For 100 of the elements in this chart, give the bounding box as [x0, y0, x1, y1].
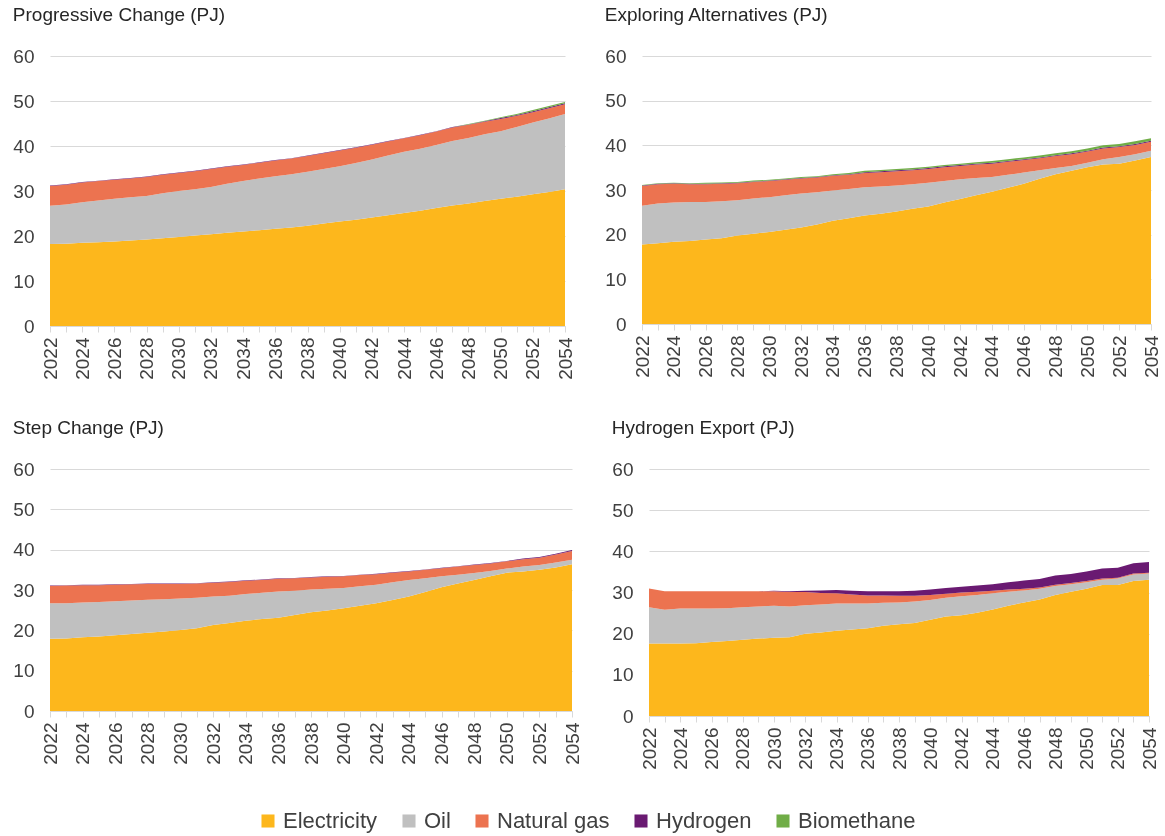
- x-tick-label: 2054: [561, 722, 583, 765]
- x-tick-label: 2046: [1013, 727, 1035, 770]
- x-tick-label: 2038: [300, 722, 322, 765]
- y-tick-label: 0: [23, 700, 35, 722]
- x-tick-label: 2030: [763, 727, 785, 770]
- x-tick-label: 2042: [361, 337, 383, 380]
- y-tick-label: 10: [13, 660, 35, 682]
- y-tick-label: 30: [13, 180, 35, 202]
- x-tick-label: 2032: [790, 335, 812, 378]
- x-tick-label: 2052: [522, 337, 544, 380]
- x-tick-label: 2040: [329, 337, 351, 380]
- x-tick-label: 2036: [267, 722, 289, 765]
- x-tick-label: 2030: [168, 337, 190, 380]
- y-tick-label: 40: [13, 539, 35, 561]
- y-tick-label: 30: [612, 582, 634, 603]
- y-tick-label: 30: [13, 579, 35, 601]
- x-tick-label: 2042: [365, 722, 387, 765]
- y-tick-label: 60: [13, 458, 35, 480]
- x-tick-label: 2042: [949, 335, 971, 378]
- y-tick-label: 10: [605, 268, 627, 290]
- x-tick-label: 2026: [103, 337, 125, 380]
- legend-label: Oil: [424, 808, 451, 833]
- y-tick-label: 40: [13, 135, 35, 157]
- x-tick-label: 2026: [104, 722, 126, 765]
- x-tick-label: 2052: [528, 722, 550, 765]
- y-tick-label: 0: [23, 315, 35, 337]
- x-tick-label: 2030: [170, 722, 191, 765]
- x-tick-label: 2050: [1076, 727, 1097, 770]
- y-tick-label: 60: [612, 458, 634, 480]
- x-tick-label: 2048: [463, 722, 485, 765]
- chart-title: Hydrogen Export (PJ): [611, 417, 795, 438]
- x-tick-label: 2048: [1044, 727, 1066, 770]
- x-tick-label: 2034: [822, 335, 844, 378]
- x-tick-label: 2044: [398, 722, 420, 765]
- x-tick-label: 2028: [726, 335, 748, 378]
- x-tick-label: 2032: [200, 337, 222, 380]
- x-tick-label: 2052: [1107, 727, 1129, 770]
- x-tick-label: 2054: [554, 337, 576, 380]
- x-tick-label: 2038: [888, 727, 910, 770]
- x-tick-label: 2024: [669, 727, 691, 770]
- x-tick-label: 2022: [631, 335, 653, 378]
- x-tick-label: 2030: [758, 335, 780, 378]
- x-tick-label: 2028: [136, 337, 158, 380]
- x-tick-label: 2048: [457, 337, 479, 380]
- x-tick-label: 2046: [1013, 335, 1035, 378]
- y-tick-label: 50: [612, 499, 634, 521]
- x-tick-label: 2050: [1076, 335, 1098, 378]
- x-tick-label: 2038: [297, 337, 318, 380]
- x-tick-label: 2026: [701, 727, 722, 770]
- x-tick-label: 2046: [431, 722, 452, 765]
- y-tick-label: 30: [605, 179, 627, 201]
- x-tick-label: 2032: [794, 727, 816, 770]
- x-tick-label: 2052: [1108, 335, 1130, 378]
- x-tick-label: 2054: [1138, 727, 1160, 770]
- legend-label: Electricity: [283, 808, 378, 833]
- y-tick-label: 20: [612, 623, 634, 645]
- x-tick-label: 2024: [72, 722, 94, 765]
- x-tick-label: 2036: [264, 337, 286, 380]
- x-tick-label: 2034: [232, 337, 254, 380]
- y-tick-label: 20: [13, 225, 35, 247]
- x-tick-label: 2046: [425, 337, 447, 380]
- x-tick-label: 2022: [39, 722, 61, 765]
- y-tick-label: 0: [622, 705, 634, 727]
- x-tick-label: 2048: [1045, 335, 1067, 378]
- y-tick-label: 10: [13, 270, 35, 292]
- x-tick-label: 2042: [951, 727, 972, 770]
- legend-label: Hydrogen: [656, 808, 752, 833]
- y-tick-label: 50: [13, 498, 35, 520]
- y-tick-label: 60: [13, 45, 35, 67]
- x-tick-label: 2040: [919, 727, 941, 770]
- x-tick-label: 2054: [1140, 335, 1162, 378]
- x-tick-label: 2044: [981, 335, 1003, 378]
- y-tick-label: 40: [612, 540, 634, 562]
- x-tick-label: 2024: [663, 335, 685, 378]
- x-tick-label: 2028: [732, 727, 754, 770]
- chart-title: Step Change (PJ): [12, 417, 164, 438]
- x-tick-label: 2038: [886, 335, 907, 378]
- y-tick-label: 50: [13, 90, 35, 112]
- x-tick-label: 2036: [857, 727, 879, 770]
- x-tick-label: 2050: [496, 722, 518, 765]
- x-tick-label: 2032: [202, 722, 224, 765]
- x-tick-label: 2036: [854, 335, 876, 378]
- y-tick-label: 10: [612, 664, 634, 686]
- y-tick-label: 20: [605, 224, 627, 246]
- x-tick-label: 2026: [695, 335, 717, 378]
- chart-title: Progressive Change (PJ): [12, 4, 226, 25]
- x-tick-label: 2034: [235, 722, 257, 765]
- x-tick-label: 2028: [137, 722, 159, 765]
- x-tick-label: 2022: [39, 337, 61, 380]
- chart-title: Exploring Alternatives (PJ): [604, 4, 828, 25]
- y-tick-label: 50: [605, 90, 627, 112]
- legend-label: Natural gas: [497, 808, 610, 833]
- x-tick-label: 2050: [490, 337, 512, 380]
- x-tick-label: 2040: [333, 722, 355, 765]
- legend-label: Biomethane: [798, 808, 916, 833]
- x-tick-label: 2044: [393, 337, 415, 380]
- x-tick-label: 2034: [826, 727, 847, 770]
- y-tick-label: 60: [605, 45, 627, 67]
- y-tick-label: 0: [615, 313, 627, 335]
- x-tick-label: 2044: [982, 727, 1004, 770]
